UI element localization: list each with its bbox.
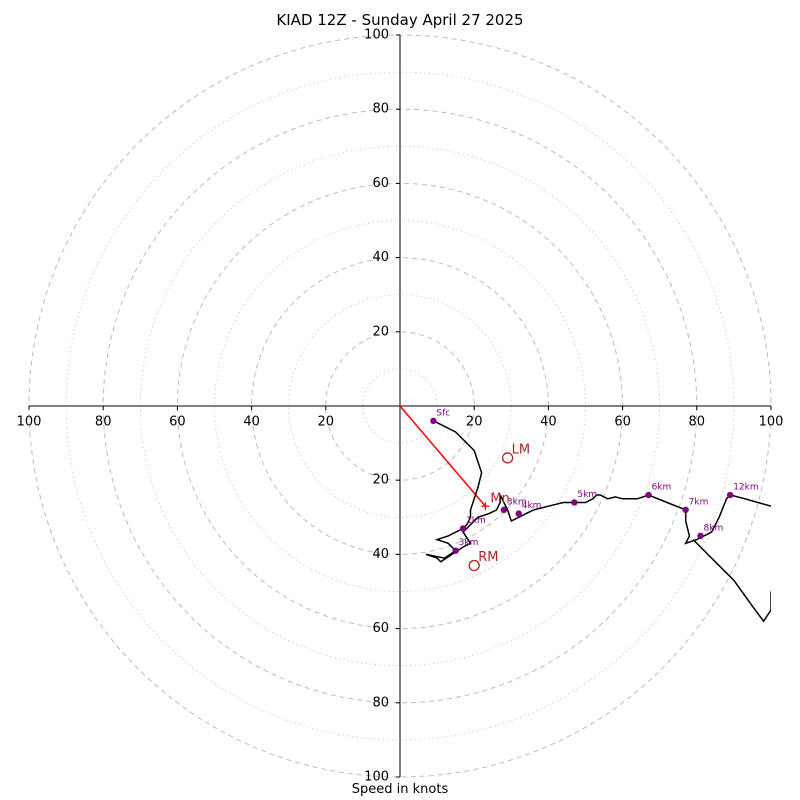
height-marker: [726, 491, 734, 499]
height-label: 6km: [652, 483, 672, 493]
x-tick-label: 80: [689, 415, 706, 430]
y-tick-label: 20: [372, 324, 389, 339]
height-marker: [697, 532, 704, 540]
x-tick-label: 80: [95, 415, 112, 430]
storm-motion-label: LM: [512, 442, 530, 457]
y-tick-label: 60: [372, 176, 389, 191]
height-marker: [430, 417, 437, 425]
x-tick-label: 100: [759, 415, 784, 430]
height-marker: [452, 547, 459, 554]
height-marker: [571, 499, 578, 506]
y-tick-label: 40: [372, 250, 389, 265]
height-label: 7km: [689, 497, 709, 507]
hodograph-trace-upper: [692, 539, 771, 623]
height-label: Sfc: [436, 408, 450, 418]
x-tick-label: 100: [17, 415, 42, 430]
height-marker: [500, 506, 508, 514]
x-axis-label: Speed in knots: [351, 782, 449, 797]
height-label: 3km: [507, 497, 527, 507]
y-tick-label: 20: [372, 473, 389, 488]
height-label: 4km: [522, 501, 542, 511]
x-tick-label: 60: [614, 415, 631, 430]
mean-wind-label: Mn: [490, 492, 509, 507]
height-label: 1km: [466, 516, 486, 526]
y-tick-label: 100: [364, 28, 389, 43]
height-marker: [682, 506, 689, 514]
x-tick-label: 60: [169, 415, 186, 430]
height-marker: [515, 510, 522, 517]
y-tick-label: 80: [372, 102, 389, 117]
x-tick-label: 40: [243, 415, 260, 430]
y-tick-label: 100: [364, 770, 389, 785]
height-marker: [645, 491, 652, 499]
height-label: 5km: [577, 490, 597, 500]
storm-motion-marker: [468, 559, 480, 572]
y-tick-label: 80: [372, 695, 389, 710]
x-tick-label: 40: [540, 415, 557, 430]
storm-motion-label: RM: [478, 550, 498, 565]
x-tick-label: 20: [318, 415, 335, 430]
hodograph-trace: [425, 420, 771, 563]
height-marker: [459, 525, 467, 532]
storm-motion-marker: [501, 452, 514, 464]
height-label: 3km: [459, 538, 479, 548]
height-label: 8km: [704, 523, 724, 533]
shear-vector-line: [399, 405, 486, 507]
height-label: 12km: [733, 483, 758, 493]
y-tick-label: 60: [372, 621, 389, 636]
y-tick-label: 40: [372, 547, 389, 562]
x-tick-label: 20: [466, 415, 483, 430]
chart-title: KIAD 12Z - Sunday April 27 2025: [276, 11, 524, 29]
